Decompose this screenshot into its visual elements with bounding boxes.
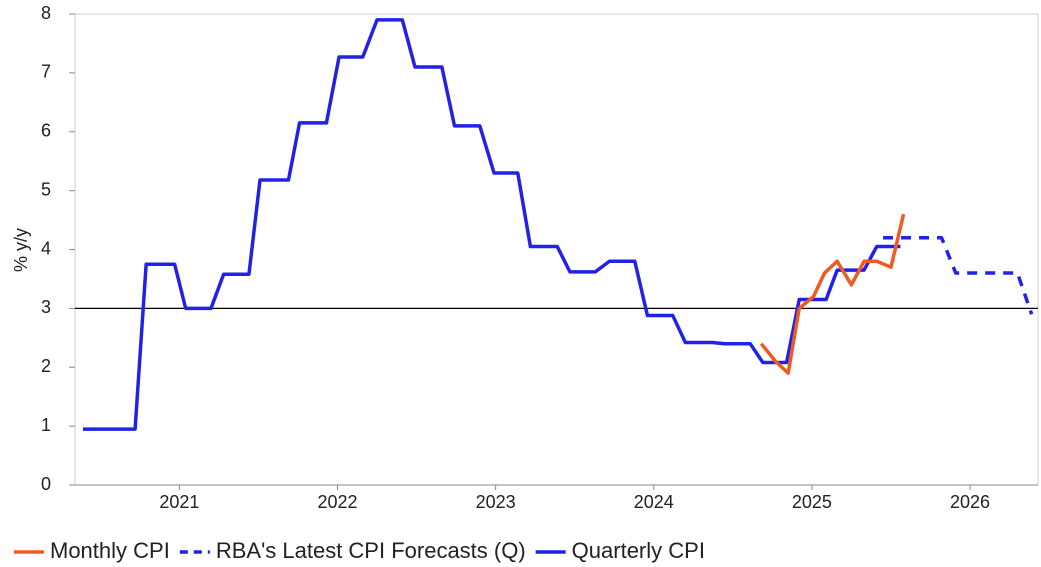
series-line bbox=[759, 213, 906, 375]
series-line bbox=[82, 18, 901, 431]
x-tick-label: 2023 bbox=[476, 492, 516, 512]
y-tick-label: 3 bbox=[41, 297, 51, 317]
y-tick-label: 7 bbox=[41, 62, 51, 82]
y-tick-label: 6 bbox=[41, 121, 51, 141]
y-tick-label: 1 bbox=[41, 415, 51, 435]
x-tick-label: 2026 bbox=[950, 492, 990, 512]
series-line bbox=[883, 235, 1034, 315]
x-tick-label: 2021 bbox=[159, 492, 199, 512]
y-tick-label: 4 bbox=[41, 238, 51, 258]
y-tick-label: 8 bbox=[41, 3, 51, 23]
y-tick-label: 2 bbox=[41, 356, 51, 376]
legend-label: Monthly CPI bbox=[50, 538, 170, 563]
x-tick-label: 2025 bbox=[792, 492, 832, 512]
y-tick-label: 0 bbox=[41, 474, 51, 494]
legend-label: Quarterly CPI bbox=[572, 538, 705, 563]
y-tick-label: 5 bbox=[41, 179, 51, 199]
x-tick-label: 2022 bbox=[317, 492, 357, 512]
y-axis-label: % y/y bbox=[11, 228, 31, 272]
legend-label: RBA's Latest CPI Forecasts (Q) bbox=[216, 538, 526, 563]
x-tick-label: 2024 bbox=[634, 492, 674, 512]
